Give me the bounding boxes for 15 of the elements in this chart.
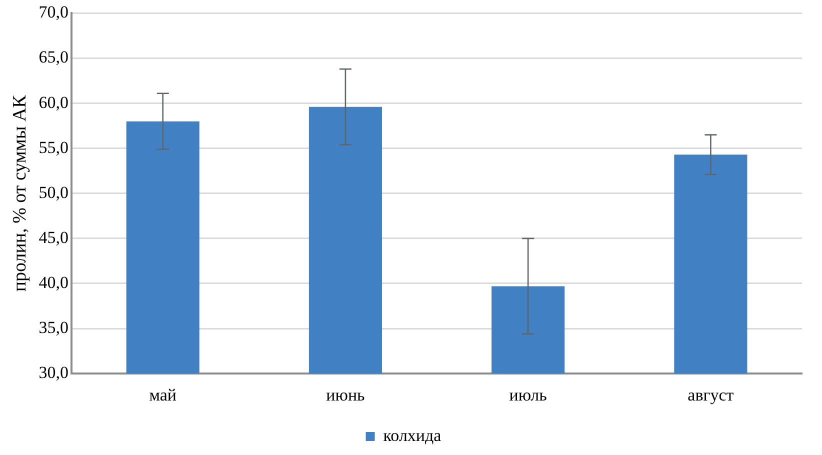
y-tick-label: 70,0 [38, 2, 69, 22]
x-tick-label: июнь [326, 385, 366, 404]
x-tick-label: май [149, 385, 177, 404]
y-tick-label: 50,0 [38, 182, 69, 202]
y-tick-label: 60,0 [38, 92, 69, 112]
x-tick-label: июль [509, 385, 548, 404]
y-tick-label: 55,0 [38, 138, 69, 157]
y-tick-label: 35,0 [38, 318, 69, 338]
x-tick-label: август [688, 385, 734, 404]
y-axis-title: пролин, % от суммы АК [9, 94, 30, 292]
legend-label: колхида [383, 426, 442, 445]
y-tick-label: 65,0 [38, 48, 69, 67]
y-tick-label: 30,0 [38, 363, 69, 382]
y-tick-label: 40,0 [38, 272, 69, 292]
y-tick-label: 45,0 [38, 228, 69, 247]
